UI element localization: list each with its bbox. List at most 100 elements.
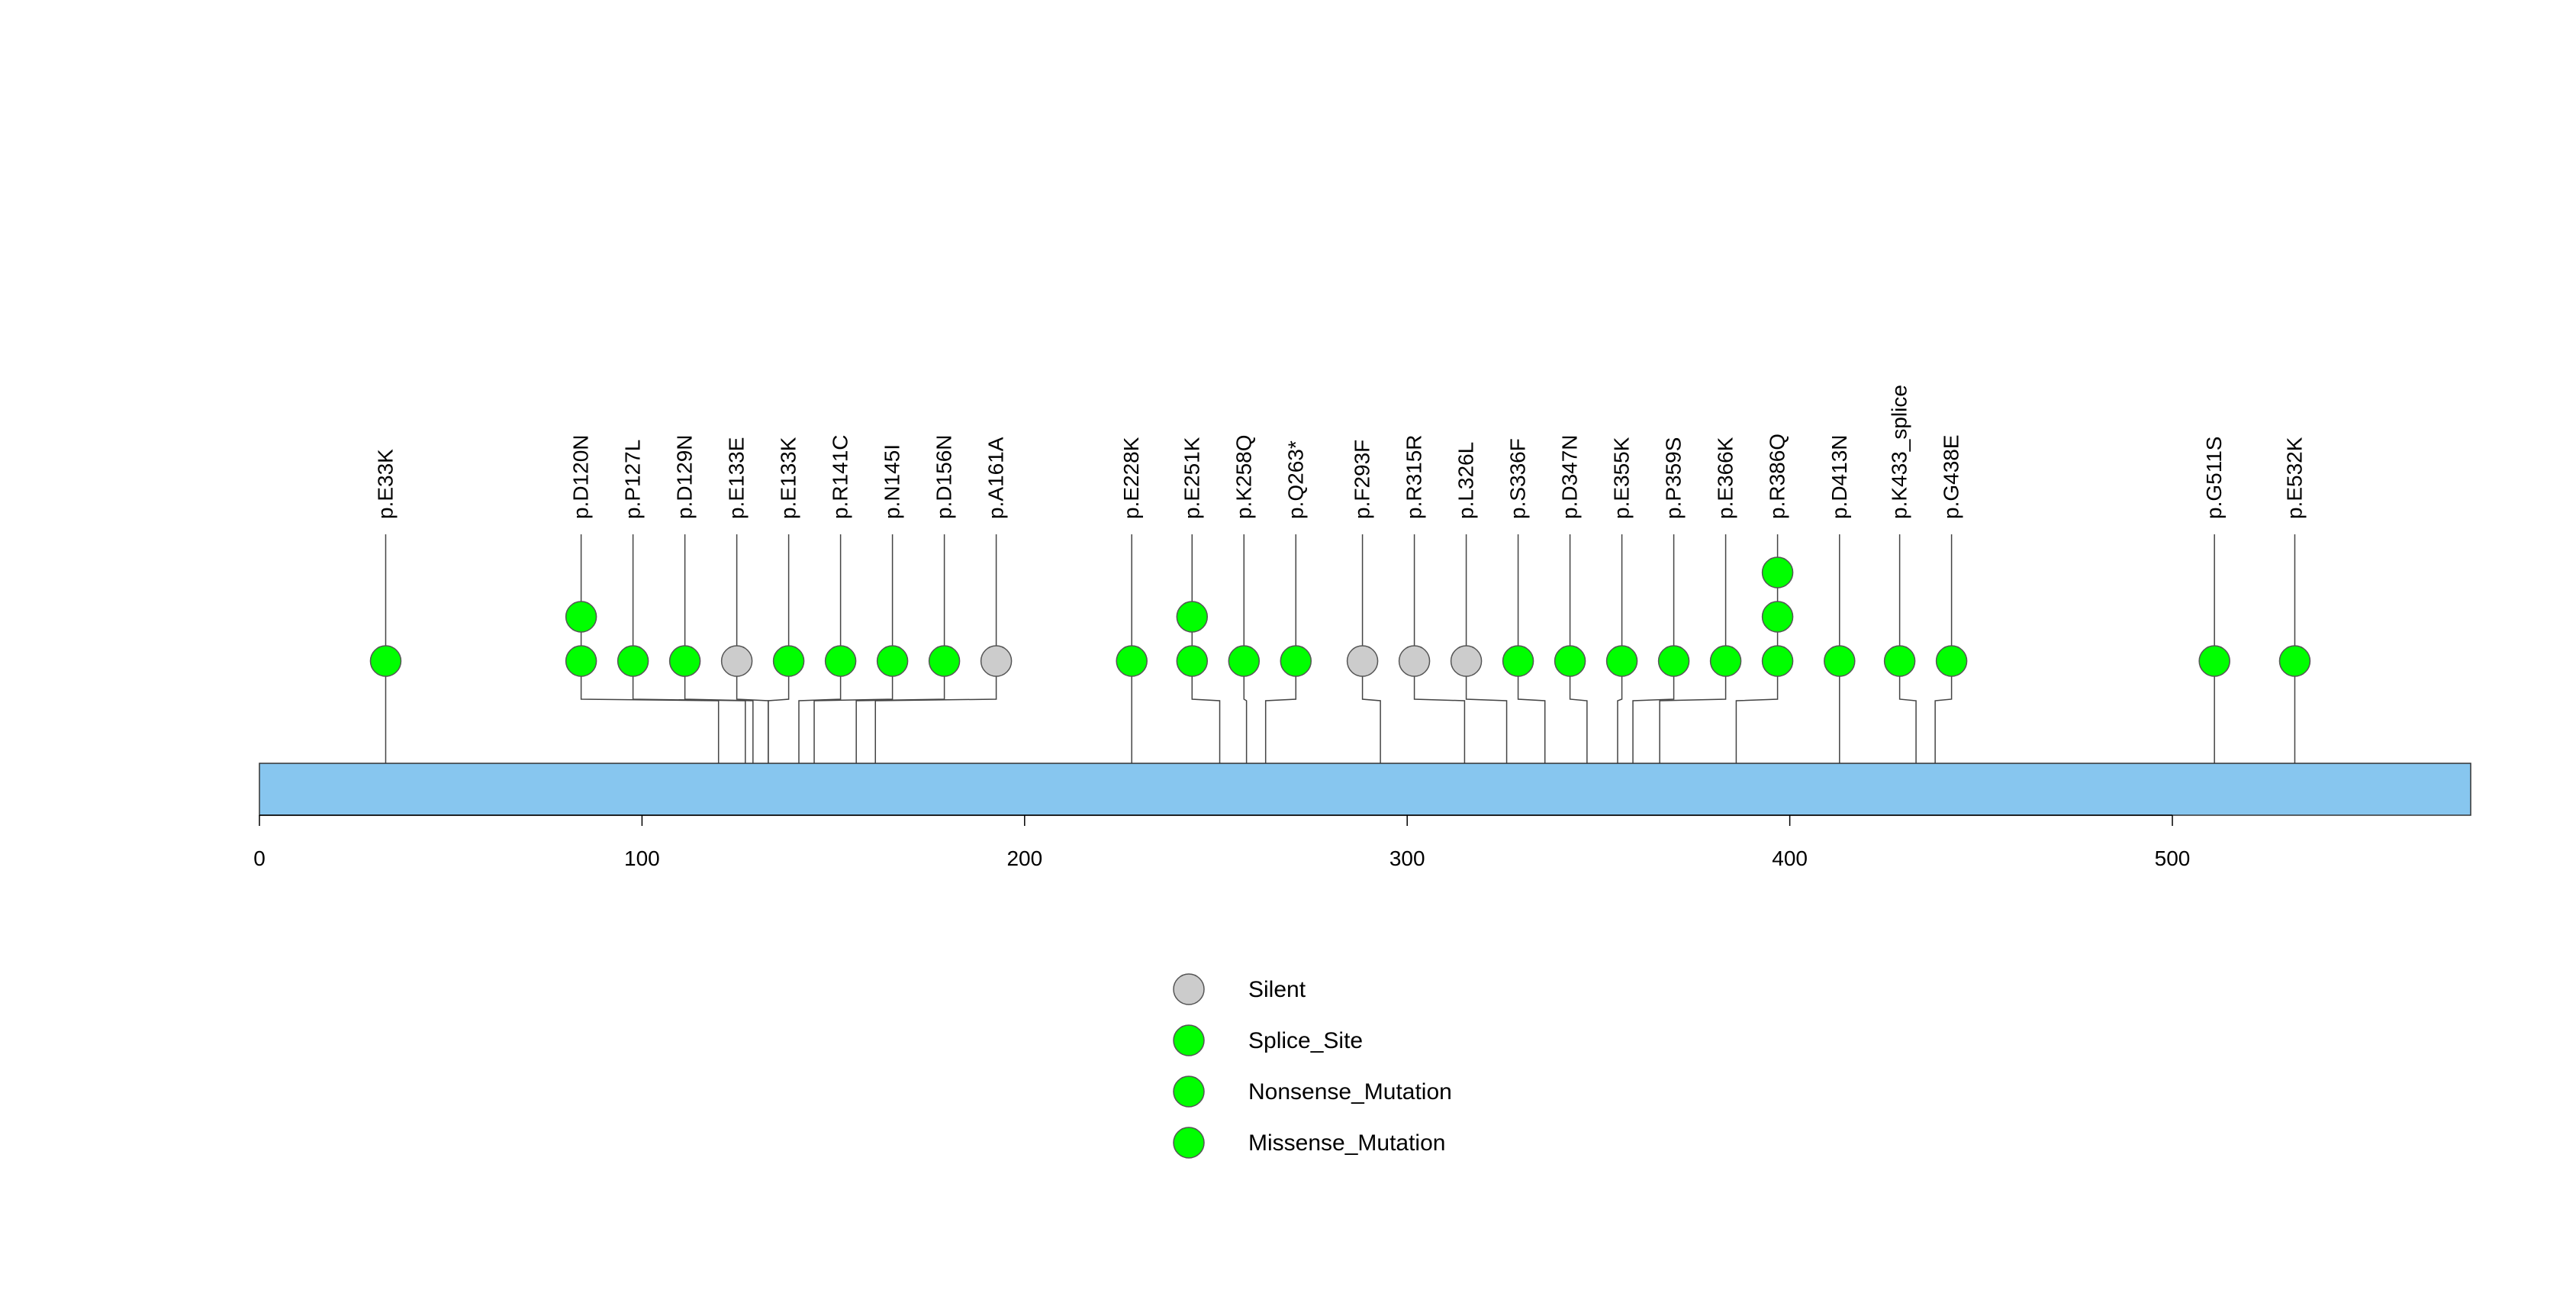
- x-axis-tick-label: 300: [1389, 847, 1425, 870]
- legend-swatch: [1173, 1127, 1205, 1159]
- mutation-label: p.D413N: [1827, 434, 1851, 519]
- mutation-label: p.R141C: [829, 434, 852, 519]
- mutation-label: p.E228K: [1119, 437, 1143, 519]
- mutation-point: [1657, 645, 1690, 677]
- mutation-label: p.P127L: [621, 440, 645, 519]
- legend-label: Splice_Site: [1248, 1028, 1363, 1053]
- mutation-label: p.K433_splice: [1888, 385, 1911, 519]
- legend: Silent Splice_Site Nonsense_Mutation Missen…: [1173, 973, 1452, 1159]
- protein-domain-bar-group: [259, 763, 2471, 816]
- x-axis: 0 100 200 300 400 500: [253, 814, 2191, 870]
- mutation-label: p.E133E: [725, 437, 749, 519]
- x-axis-tick-label: 400: [1772, 847, 1808, 870]
- mutation-point: [1398, 645, 1431, 677]
- mutation-label: p.E532K: [2282, 437, 2306, 519]
- mutation-label: p.E133K: [777, 437, 800, 519]
- mutation-label: p.R386Q: [1766, 434, 1789, 519]
- mutation-stem: [1934, 534, 1953, 763]
- mutation-label: p.D156N: [932, 434, 956, 519]
- mutation-point: [1709, 645, 1742, 677]
- mutation-point: [565, 601, 597, 633]
- mutation-label: p.L326L: [1454, 442, 1478, 519]
- mutation-label: p.A161A: [984, 437, 1008, 519]
- mutation-point: [980, 645, 1013, 677]
- legend-swatch: [1173, 1024, 1205, 1056]
- mutation-label: p.D129N: [673, 434, 697, 519]
- protein-domain-bar: [259, 763, 2471, 816]
- mutation-stem: [1569, 534, 1588, 763]
- mutation-stem: [684, 534, 754, 763]
- x-axis-tick-label: 100: [624, 847, 660, 870]
- mutation-stem: [1517, 534, 1546, 763]
- mutation-stem: [1465, 534, 1508, 763]
- mutation-stem: [1264, 534, 1297, 763]
- mutation-point: [928, 645, 961, 677]
- mutation-label: p.G438E: [1940, 434, 1963, 519]
- mutation-point: [772, 645, 805, 677]
- mutation-point: [1280, 645, 1312, 677]
- mutation-label: p.K258Q: [1232, 434, 1255, 519]
- mutation-label: p.Q263*: [1283, 440, 1307, 519]
- mutation-label: p.E251K: [1180, 437, 1203, 519]
- mutation-label: p.R315R: [1402, 434, 1426, 519]
- mutation-point: [1176, 601, 1209, 633]
- mutation-point: [565, 645, 597, 677]
- mutation-labels: p.E33K p.D120N p.P127L p.D129N p.E133E p.E133…: [373, 385, 2306, 519]
- mutation-stem: [580, 534, 720, 763]
- mutation-point: [1116, 645, 1148, 677]
- mutation-point: [1761, 645, 1794, 677]
- legend-label: Silent: [1248, 977, 1306, 1002]
- mutation-stem: [874, 534, 997, 763]
- mutation-label: p.S336F: [1506, 438, 1530, 519]
- mutation-label: p.N145I: [881, 444, 904, 519]
- mutation-point: [2198, 645, 2230, 677]
- mutation-point: [668, 645, 701, 677]
- mutation-point: [1883, 645, 1916, 677]
- legend-swatch: [1173, 1076, 1205, 1108]
- mutation-point: [1502, 645, 1534, 677]
- mutation-point: [1346, 645, 1379, 677]
- mutation-label: p.F293F: [1351, 440, 1374, 519]
- mutation-stem: [632, 534, 746, 763]
- mutation-label: p.P359S: [1662, 437, 1686, 519]
- mutation-point: [1935, 645, 1968, 677]
- mutation-point: [1450, 645, 1483, 677]
- mutation-point: [1761, 601, 1794, 633]
- x-axis-tick-label: 200: [1006, 847, 1042, 870]
- mutation-point: [1761, 556, 1794, 589]
- mutation-stem: [1617, 534, 1623, 763]
- mutation-point: [876, 645, 909, 677]
- mutation-point: [720, 645, 753, 677]
- mutation-stem: [1632, 534, 1675, 763]
- legend-swatch: [1173, 973, 1205, 1005]
- mutation-point: [1605, 645, 1638, 677]
- mutation-point: [1824, 645, 1856, 677]
- mutation-point: [617, 645, 649, 677]
- mutation-label: p.D347N: [1558, 434, 1582, 519]
- mutation-point: [1228, 645, 1261, 677]
- mutation-point: [1176, 645, 1209, 677]
- mutation-stem: [1243, 534, 1248, 763]
- mutation-point: [369, 645, 402, 677]
- mutation-label: p.G511S: [2202, 437, 2226, 519]
- mutation-label: p.E33K: [373, 449, 397, 519]
- x-axis-tick-label: 500: [2155, 847, 2191, 870]
- legend-label: Nonsense_Mutation: [1248, 1079, 1452, 1105]
- mutation-stem: [798, 534, 842, 763]
- mutation-label: p.D120N: [569, 434, 593, 519]
- x-axis-tick-label: 0: [253, 847, 266, 870]
- mutation-stem: [768, 534, 790, 763]
- legend-label: Missense_Mutation: [1248, 1130, 1445, 1156]
- mutation-stem: [1361, 534, 1381, 763]
- mutation-point: [2278, 645, 2311, 677]
- mutation-point: [1554, 645, 1586, 677]
- mutation-stem: [1659, 534, 1727, 763]
- mutation-label: p.E355K: [1610, 437, 1634, 519]
- mutation-stem: [813, 534, 894, 763]
- mutation-lollipop-heads: [369, 556, 2311, 677]
- mutation-point: [824, 645, 857, 677]
- mutation-label: p.E366K: [1714, 437, 1737, 519]
- mutation-stem: [1898, 534, 1917, 763]
- mutation-stem: [1413, 534, 1466, 763]
